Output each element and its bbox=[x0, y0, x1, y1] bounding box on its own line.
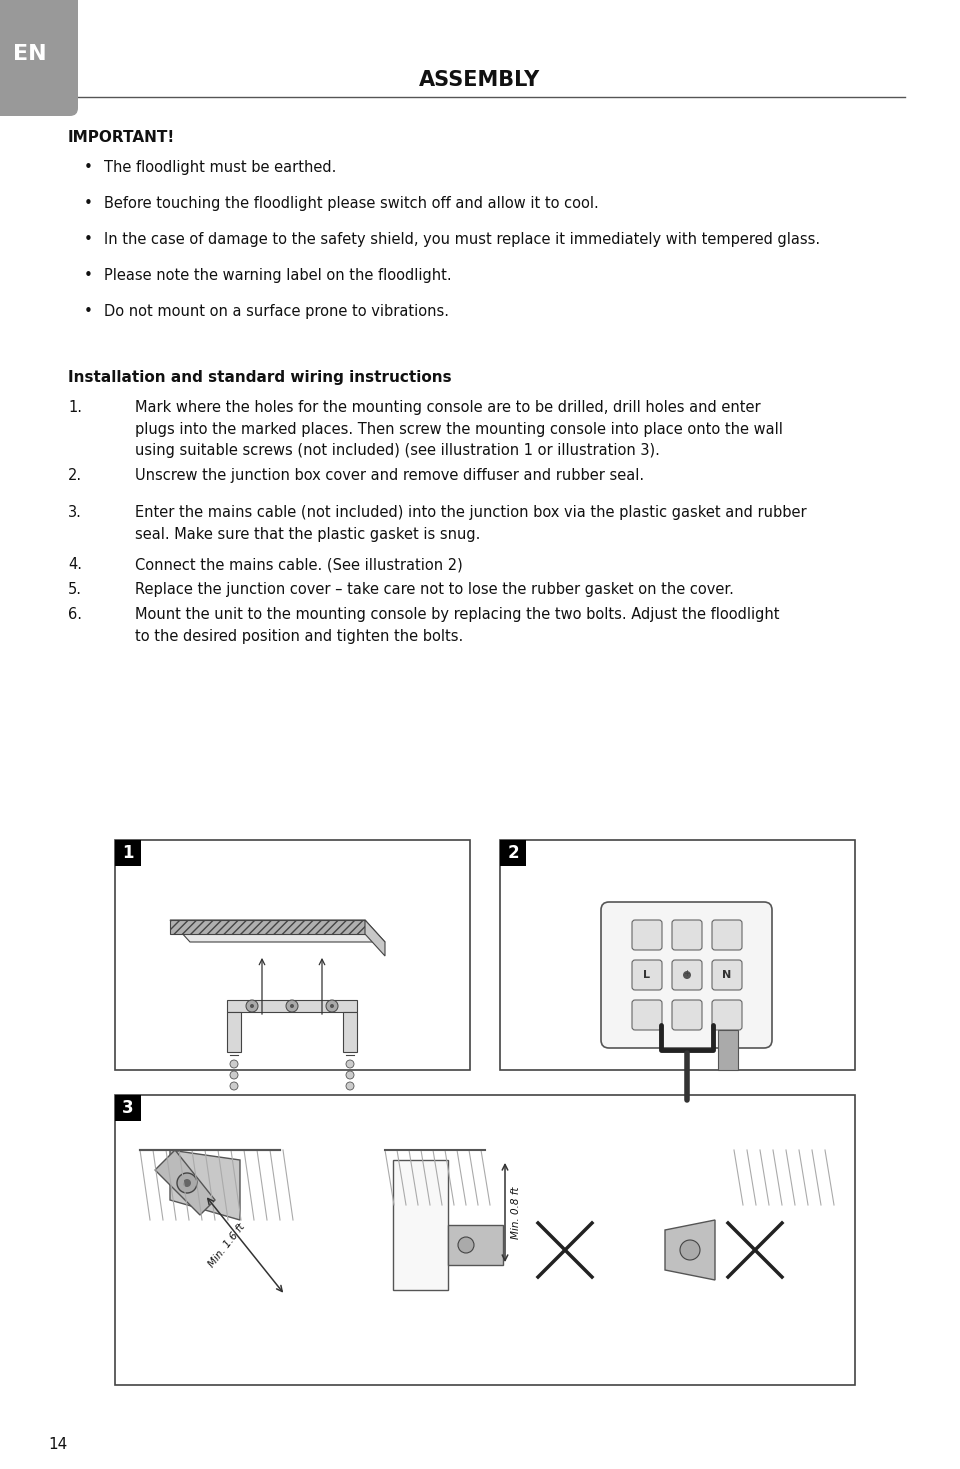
Text: 5.: 5. bbox=[68, 582, 82, 596]
FancyBboxPatch shape bbox=[712, 1000, 742, 1030]
Circle shape bbox=[177, 1174, 197, 1193]
Circle shape bbox=[230, 1071, 238, 1080]
Polygon shape bbox=[170, 920, 385, 942]
Polygon shape bbox=[365, 920, 385, 956]
Text: Enter the mains cable (not included) into the junction box via the plastic gaske: Enter the mains cable (not included) int… bbox=[135, 505, 806, 542]
Circle shape bbox=[680, 1240, 700, 1260]
Text: Unscrew the junction box cover and remove diffuser and rubber seal.: Unscrew the junction box cover and remov… bbox=[135, 469, 644, 483]
Polygon shape bbox=[448, 1225, 503, 1265]
Polygon shape bbox=[170, 920, 365, 934]
FancyBboxPatch shape bbox=[0, 0, 78, 116]
Text: ASSEMBLY: ASSEMBLY bbox=[420, 71, 540, 90]
Text: Mark where the holes for the mounting console are to be drilled, drill holes and: Mark where the holes for the mounting co… bbox=[135, 400, 782, 458]
Text: Replace the junction cover – take care not to lose the rubber gasket on the cove: Replace the junction cover – take care n… bbox=[135, 582, 733, 596]
Text: 14: 14 bbox=[48, 1437, 67, 1451]
Polygon shape bbox=[155, 1150, 215, 1215]
Text: Please note the warning label on the floodlight.: Please note the warning label on the flo… bbox=[104, 267, 451, 284]
Bar bbox=[343, 1012, 357, 1052]
FancyBboxPatch shape bbox=[632, 961, 662, 990]
FancyBboxPatch shape bbox=[712, 920, 742, 950]
Text: •: • bbox=[84, 232, 93, 247]
Text: 1.: 1. bbox=[68, 400, 82, 416]
Text: 3.: 3. bbox=[68, 505, 82, 520]
FancyBboxPatch shape bbox=[672, 961, 702, 990]
FancyBboxPatch shape bbox=[672, 1000, 702, 1030]
Text: The floodlight must be earthed.: The floodlight must be earthed. bbox=[104, 160, 336, 175]
Bar bbox=[227, 1012, 241, 1052]
Text: +: + bbox=[684, 970, 690, 978]
Text: •: • bbox=[84, 267, 93, 284]
Circle shape bbox=[326, 1000, 338, 1012]
Text: •: • bbox=[84, 160, 93, 175]
Text: •: • bbox=[84, 195, 93, 212]
Text: IMPORTANT!: IMPORTANT! bbox=[68, 129, 176, 145]
FancyBboxPatch shape bbox=[672, 920, 702, 950]
Text: 2.: 2. bbox=[68, 469, 83, 483]
FancyBboxPatch shape bbox=[601, 902, 772, 1047]
FancyBboxPatch shape bbox=[712, 961, 742, 990]
Bar bbox=[718, 1030, 738, 1069]
Text: Do not mount on a surface prone to vibrations.: Do not mount on a surface prone to vibra… bbox=[104, 304, 449, 319]
Polygon shape bbox=[170, 1150, 240, 1219]
Circle shape bbox=[290, 1003, 294, 1008]
Bar bbox=[227, 1000, 357, 1012]
Text: Installation and standard wiring instructions: Installation and standard wiring instruc… bbox=[68, 370, 451, 385]
Text: Before touching the floodlight please switch off and allow it to cool.: Before touching the floodlight please sw… bbox=[104, 195, 599, 212]
Text: Connect the mains cable. (See illustration 2): Connect the mains cable. (See illustrati… bbox=[135, 557, 463, 571]
Text: Min. 1.6 ft: Min. 1.6 ft bbox=[207, 1221, 247, 1269]
Bar bbox=[393, 1161, 448, 1290]
Circle shape bbox=[346, 1061, 354, 1068]
Bar bbox=[500, 840, 526, 867]
Circle shape bbox=[230, 1061, 238, 1068]
Circle shape bbox=[230, 1083, 238, 1090]
Circle shape bbox=[346, 1071, 354, 1080]
Text: 2: 2 bbox=[507, 845, 518, 862]
Text: L: L bbox=[643, 970, 651, 980]
Circle shape bbox=[458, 1237, 474, 1253]
Text: •: • bbox=[84, 304, 93, 319]
Text: 4.: 4. bbox=[68, 557, 82, 571]
Bar bbox=[500, 840, 855, 1069]
Circle shape bbox=[683, 971, 691, 978]
Circle shape bbox=[246, 1000, 258, 1012]
Text: 3: 3 bbox=[122, 1099, 133, 1116]
FancyBboxPatch shape bbox=[632, 920, 662, 950]
Circle shape bbox=[330, 1003, 334, 1008]
Bar bbox=[115, 1094, 141, 1121]
Text: 6.: 6. bbox=[68, 607, 82, 621]
Bar bbox=[115, 1094, 855, 1385]
Bar bbox=[115, 840, 470, 1069]
Text: Min. 0.8 ft: Min. 0.8 ft bbox=[511, 1187, 521, 1238]
Bar bbox=[115, 840, 141, 867]
Text: 1: 1 bbox=[122, 845, 133, 862]
Circle shape bbox=[286, 1000, 298, 1012]
Text: Mount the unit to the mounting console by replacing the two bolts. Adjust the fl: Mount the unit to the mounting console b… bbox=[135, 607, 780, 643]
Circle shape bbox=[183, 1180, 191, 1187]
Text: In the case of damage to the safety shield, you must replace it immediately with: In the case of damage to the safety shie… bbox=[104, 232, 820, 247]
Text: N: N bbox=[722, 970, 732, 980]
Circle shape bbox=[250, 1003, 254, 1008]
Text: EN: EN bbox=[13, 44, 47, 65]
FancyBboxPatch shape bbox=[632, 1000, 662, 1030]
Polygon shape bbox=[665, 1219, 715, 1279]
Circle shape bbox=[346, 1083, 354, 1090]
